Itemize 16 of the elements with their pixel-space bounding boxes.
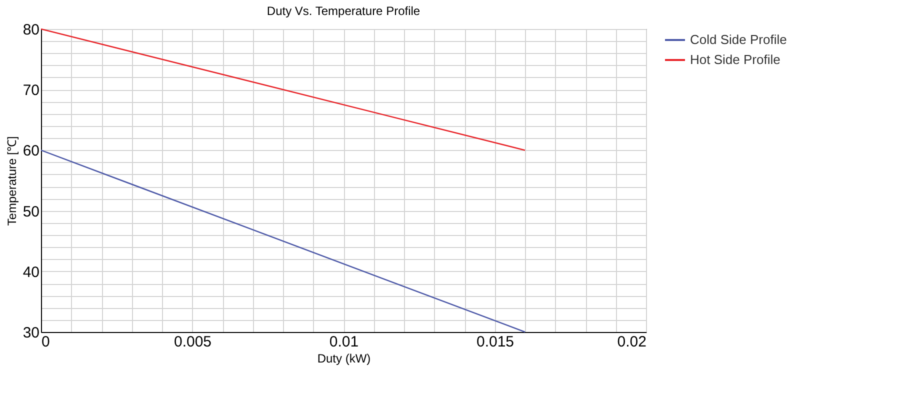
y-tick-label: 40 xyxy=(22,264,40,281)
x-tick-label: 0.015 xyxy=(476,334,514,350)
chart-title: Duty Vs. Temperature Profile xyxy=(266,4,420,18)
legend-label: Cold Side Profile xyxy=(690,32,787,47)
y-tick-label: 50 xyxy=(22,203,40,220)
x-tick-label: 0 xyxy=(42,334,50,350)
x-axis-title: Duty (kW) xyxy=(317,352,371,366)
x-tick-label: 0.01 xyxy=(329,334,359,350)
x-tick-label: 0.02 xyxy=(617,334,646,350)
y-tick-label: 30 xyxy=(22,324,40,342)
y-axis-title: Temperature [℃] xyxy=(4,136,19,226)
x-tick-label: 0.005 xyxy=(174,334,212,350)
y-tick-label: 60 xyxy=(22,142,40,160)
legend-label: Hot Side Profile xyxy=(690,52,780,67)
y-tick-label: 70 xyxy=(22,82,40,100)
y-tick-label: 80 xyxy=(22,22,40,38)
